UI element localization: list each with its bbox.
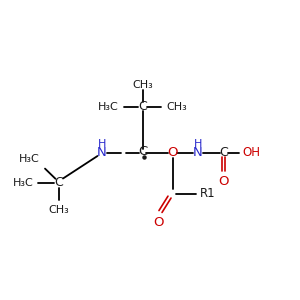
Text: O: O [167,146,178,160]
Text: N: N [97,146,107,160]
Text: C: C [138,100,147,113]
Text: R1: R1 [200,187,215,200]
Text: CH₃: CH₃ [48,205,69,214]
Text: H₃C: H₃C [98,101,118,112]
Text: C: C [138,145,147,158]
Text: O: O [218,175,229,188]
Text: O: O [153,216,163,229]
Text: C: C [219,146,228,160]
Text: N: N [193,146,203,160]
Text: CH₃: CH₃ [167,101,187,112]
Text: CH₃: CH₃ [132,80,153,91]
Text: H: H [194,139,202,149]
Text: H₃C: H₃C [19,154,40,164]
Text: H: H [98,139,106,149]
Text: H₃C: H₃C [13,178,34,188]
Text: C: C [54,176,63,190]
Text: OH: OH [242,146,260,160]
